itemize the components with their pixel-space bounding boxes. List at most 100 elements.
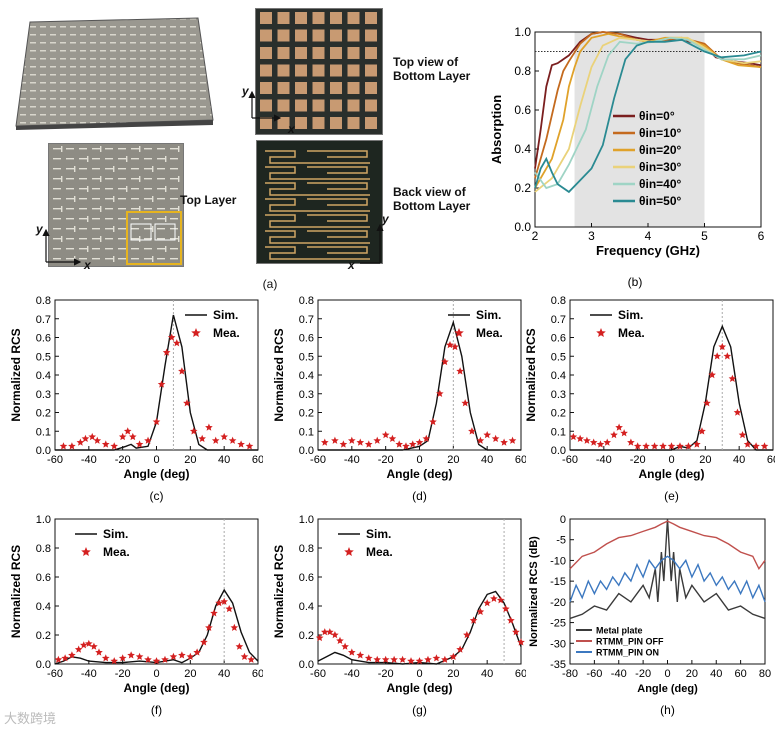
- strip: [53, 158, 61, 160]
- strip: [113, 196, 115, 202]
- strip: [53, 148, 61, 150]
- strip: [79, 208, 87, 210]
- x-tick-label: 40: [218, 454, 230, 466]
- strip: [131, 238, 139, 240]
- strip: [92, 168, 100, 170]
- measured-point: [693, 440, 701, 448]
- strip: [139, 146, 141, 152]
- strip: [157, 148, 165, 150]
- x-tick-label: 40: [218, 668, 230, 680]
- legend-entry: Sim.: [213, 308, 238, 322]
- y-tick-label: 0.8: [299, 295, 314, 307]
- legend-entry: Mea.: [366, 545, 393, 559]
- top-view-bottom-layer-photo: [255, 8, 383, 135]
- x-tick-label: 20: [447, 454, 459, 466]
- y-tick-label: 0.7: [36, 314, 51, 326]
- measured-point: [468, 427, 476, 435]
- measured-point: [436, 389, 444, 397]
- measured-point: [603, 438, 611, 446]
- strip: [66, 238, 74, 240]
- y-tick-label: 0.2: [299, 408, 314, 420]
- x-tick-label: -40: [596, 454, 612, 466]
- x-axis-label: Angle (deg): [639, 467, 705, 481]
- strip: [144, 248, 152, 250]
- back-view-bottom-layer-photo: [256, 140, 383, 264]
- measured-point: [162, 348, 171, 356]
- measured-point: [80, 641, 88, 649]
- plot-frame: [54, 518, 259, 665]
- y-tick-label: 0.8: [36, 543, 51, 555]
- strip: [74, 166, 76, 172]
- measured-point: [476, 607, 485, 615]
- measured-point: [348, 436, 356, 444]
- y-tick-label: -35: [550, 659, 566, 671]
- copper-pad: [260, 47, 272, 59]
- copper-pad: [365, 47, 377, 59]
- x-tick-label: 40: [733, 454, 745, 466]
- simulated-curve: [570, 324, 773, 451]
- measured-point: [68, 442, 76, 450]
- rcs-db-chart-h: -80 -60 -40 -20 0 20 40 60 80 0 -5 -10 -15 -20 -25 -30 -…: [528, 514, 771, 717]
- measured-point: [205, 623, 213, 631]
- measured-point: [441, 357, 449, 366]
- copper-pad: [365, 99, 377, 112]
- copper-pad: [260, 29, 272, 42]
- measured-point: [341, 642, 349, 650]
- y-tick-label: 0.4: [299, 370, 314, 382]
- copper-pad: [347, 64, 360, 77]
- y-tick-label: 0.4: [299, 601, 314, 613]
- measured-point: [596, 440, 605, 448]
- measured-point: [390, 655, 398, 663]
- y-axis-label: Normalized RCS: [524, 328, 538, 421]
- zoom-cell: [154, 223, 176, 241]
- strip: [113, 256, 115, 262]
- copper-pad: [347, 117, 360, 129]
- strip: [79, 148, 87, 150]
- strip: [144, 178, 152, 180]
- strip: [126, 186, 128, 192]
- strip: [113, 166, 115, 172]
- y-tick-label: 0.0: [551, 445, 566, 457]
- y-tick-label: 0.7: [299, 314, 314, 326]
- measured-point: [733, 408, 742, 416]
- strip: [105, 218, 113, 220]
- strip: [131, 168, 139, 170]
- strip: [131, 208, 139, 210]
- x-tick-label: 3: [588, 229, 595, 243]
- strip: [170, 158, 178, 160]
- strip: [105, 158, 113, 160]
- strip: [105, 188, 113, 190]
- y-tick-label: -5: [556, 535, 566, 547]
- y-tick-label: 0.5: [36, 351, 51, 363]
- measured-point: [135, 652, 144, 660]
- y-tick-label: 0.6: [551, 333, 566, 345]
- measured-point: [215, 599, 223, 607]
- x-tick-label: 40: [481, 668, 493, 680]
- meander-line: [265, 198, 370, 212]
- strip: [100, 236, 102, 242]
- measured-point: [198, 434, 206, 442]
- copper-pad: [330, 29, 342, 42]
- measured-point: [424, 655, 432, 663]
- legend-entry: θin=10°: [639, 126, 682, 140]
- panel-label: (d): [412, 489, 427, 503]
- strip: [139, 206, 141, 212]
- strip: [152, 196, 154, 202]
- strip: [100, 206, 102, 212]
- measured-point: [173, 339, 181, 347]
- measured-point: [356, 438, 365, 446]
- y-tick-label: 0.1: [36, 426, 51, 438]
- strip: [92, 188, 100, 190]
- strip: [92, 238, 100, 240]
- strip: [100, 146, 102, 152]
- measured-point: [247, 655, 255, 663]
- strip: [170, 218, 178, 220]
- strip: [157, 158, 165, 160]
- y-tick-label: 0.8: [36, 295, 51, 307]
- copper-pad: [277, 64, 290, 77]
- measured-point: [76, 438, 85, 446]
- legend-entry: Sim.: [366, 527, 391, 541]
- strip: [105, 228, 113, 230]
- measured-point: [110, 657, 118, 665]
- meander-line: [265, 214, 370, 228]
